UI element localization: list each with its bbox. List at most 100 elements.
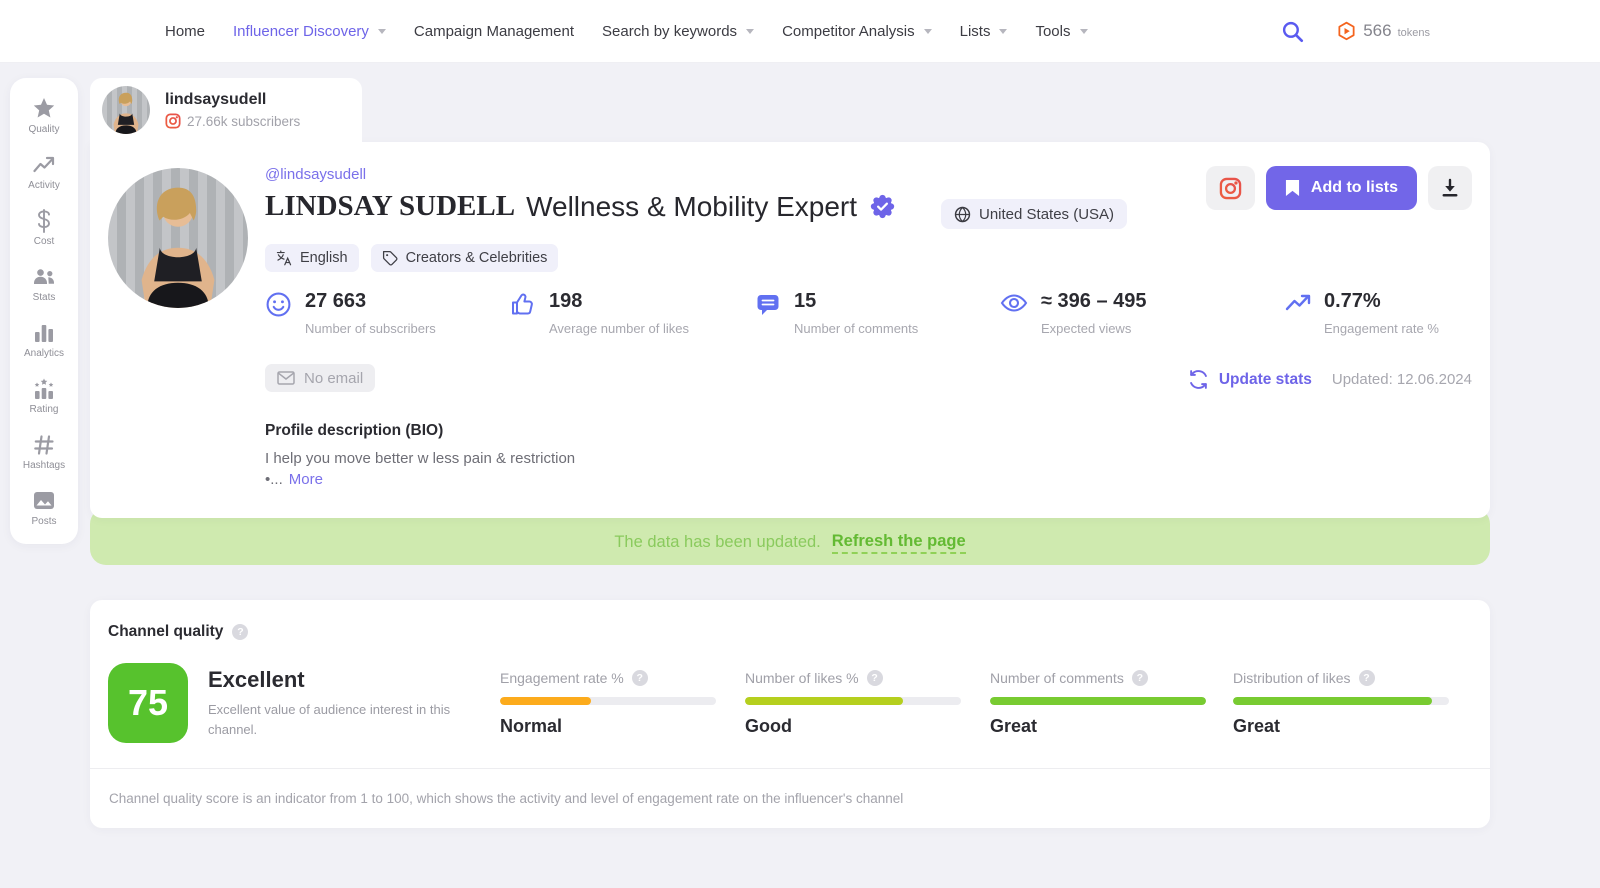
profile-tags: English Creators & Celebrities	[265, 244, 559, 272]
people-icon	[32, 266, 56, 288]
language-tag: English	[265, 244, 359, 272]
quality-footnote: Channel quality score is an indicator fr…	[90, 768, 1490, 828]
banner-message: The data has been updated.	[614, 533, 821, 551]
sidebar-item-activity[interactable]: Activity	[10, 144, 78, 200]
top-nav: Home Influencer Discovery Campaign Manag…	[0, 0, 1600, 63]
trend-up-icon	[1285, 291, 1311, 336]
download-report-button[interactable]	[1428, 166, 1472, 210]
avatar	[108, 168, 248, 308]
rating-bars-icon	[33, 378, 55, 400]
nav-item-campaign-management[interactable]: Campaign Management	[413, 22, 574, 40]
meter-label: Number of comments?	[990, 670, 1206, 686]
updated-date: Updated: 12.06.2024	[1331, 371, 1472, 388]
bio-more-link[interactable]: More	[288, 471, 323, 488]
stat-value: ≈ 396 – 495	[1041, 290, 1147, 312]
quality-description: Excellent value of audience interest in …	[208, 702, 451, 737]
email-status-badge: No email	[265, 364, 376, 392]
comment-icon	[755, 291, 781, 336]
stat-label: Engagement rate %	[1324, 321, 1439, 336]
stat-value: 15	[794, 290, 817, 312]
sidebar: Quality Activity Cost Stats Analytics Ra…	[10, 78, 78, 544]
nav-items: Home Influencer Discovery Campaign Manag…	[165, 23, 1088, 40]
help-icon[interactable]: ?	[866, 670, 883, 686]
stat-value: 198	[549, 290, 583, 312]
meter-track	[745, 697, 961, 705]
bookmark-icon	[1285, 180, 1299, 196]
sidebar-item-posts[interactable]: Posts	[10, 480, 78, 536]
meter-track	[500, 697, 716, 705]
meter-engagement-rate: Engagement rate %? Normal	[500, 670, 716, 737]
meter-fill	[745, 697, 903, 705]
profile-tab[interactable]: lindsaysudell 27.66k subscribers	[90, 78, 362, 142]
chevron-down-icon	[999, 28, 1008, 34]
dollar-icon	[37, 208, 51, 233]
quality-rating: Excellent	[208, 667, 305, 692]
stat-label: Number of subscribers	[305, 321, 436, 336]
token-count: 566	[1363, 20, 1392, 40]
nav-item-home[interactable]: Home	[165, 22, 206, 40]
update-stats-button[interactable]: Update stats	[1188, 369, 1312, 390]
channel-quality-heading: Channel quality ?	[108, 623, 249, 641]
stat-label: Expected views	[1041, 321, 1132, 336]
sidebar-item-label: Quality	[28, 123, 60, 135]
stat-value: 0.77%	[1324, 290, 1381, 312]
meter-label: Distribution of likes?	[1233, 670, 1449, 686]
stat-comments: 15 Number of comments	[755, 290, 918, 336]
meter-number-of-likes: Number of likes %? Good	[745, 670, 961, 737]
profile-name: LINDSAY SUDELL	[265, 190, 516, 222]
sidebar-item-rating[interactable]: Rating	[10, 368, 78, 424]
globe-icon	[954, 206, 971, 222]
star-icon	[33, 98, 55, 120]
sidebar-item-quality[interactable]: Quality	[10, 88, 78, 144]
tab-profile-name: lindsaysudell	[165, 91, 267, 108]
profile-actions: Add to lists	[1205, 166, 1472, 210]
stat-engagement-rate: 0.77% Engagement rate %	[1285, 290, 1439, 336]
nav-item-tools[interactable]: Tools	[1035, 23, 1088, 40]
bio-text: I help you move better w less pain & res…	[265, 450, 576, 488]
stat-label: Number of comments	[794, 321, 919, 336]
profile-card: @lindsaysudell LINDSAY SUDELL Wellness &…	[90, 142, 1490, 518]
add-to-lists-button[interactable]: Add to lists	[1265, 166, 1417, 210]
refresh-page-link[interactable]: Refresh the page	[831, 532, 966, 554]
sidebar-item-hashtags[interactable]: Hashtags	[10, 424, 78, 480]
help-icon[interactable]: ?	[1358, 670, 1375, 686]
chevron-down-icon	[377, 28, 386, 34]
tokens-badge[interactable]: 566 tokens	[1336, 21, 1430, 42]
sidebar-item-label: Activity	[28, 179, 60, 191]
nav-item-influencer-discovery[interactable]: Influencer Discovery	[233, 23, 386, 40]
help-icon[interactable]: ?	[232, 624, 249, 640]
bio-heading: Profile description (BIO)	[265, 422, 444, 439]
chevron-down-icon	[746, 28, 755, 34]
stat-expected-views: ≈ 396 – 495 Expected views	[1000, 290, 1147, 336]
token-icon	[1338, 21, 1355, 40]
help-icon[interactable]: ?	[631, 670, 648, 686]
trend-up-icon	[33, 154, 55, 176]
sidebar-item-analytics[interactable]: Analytics	[10, 312, 78, 368]
translate-icon	[276, 250, 292, 266]
nav-item-lists[interactable]: Lists	[960, 23, 1008, 40]
nav-item-competitor-analysis[interactable]: Competitor Analysis	[782, 23, 932, 40]
sidebar-item-label: Stats	[32, 291, 56, 303]
thumbs-up-icon	[510, 291, 536, 336]
verified-badge-icon	[870, 194, 895, 219]
stat-value: 27 663	[305, 290, 367, 312]
nav-item-search-by-keywords[interactable]: Search by keywords	[602, 23, 755, 40]
category-tag: Creators & Celebrities	[370, 244, 559, 272]
profile-name-suffix: Wellness & Mobility Expert	[526, 190, 858, 222]
quality-score: 75	[108, 663, 188, 743]
meter-label: Number of likes %?	[745, 670, 961, 686]
sidebar-item-label: Rating	[29, 403, 59, 415]
sidebar-item-label: Hashtags	[22, 459, 66, 471]
help-icon[interactable]: ?	[1131, 670, 1148, 686]
sidebar-item-stats[interactable]: Stats	[10, 256, 78, 312]
chevron-down-icon	[923, 28, 932, 34]
stat-avg-likes: 198 Average number of likes	[510, 290, 689, 336]
instagram-link-button[interactable]	[1205, 166, 1255, 210]
channel-quality-card: Channel quality ? 75 Excellent Excellent…	[90, 600, 1490, 828]
avatar	[102, 86, 150, 134]
download-icon	[1442, 178, 1458, 197]
chevron-down-icon	[1079, 28, 1088, 34]
sidebar-item-cost[interactable]: Cost	[10, 200, 78, 256]
profile-handle-link[interactable]: @lindsaysudell	[265, 166, 367, 183]
search-icon[interactable]	[1281, 20, 1304, 43]
